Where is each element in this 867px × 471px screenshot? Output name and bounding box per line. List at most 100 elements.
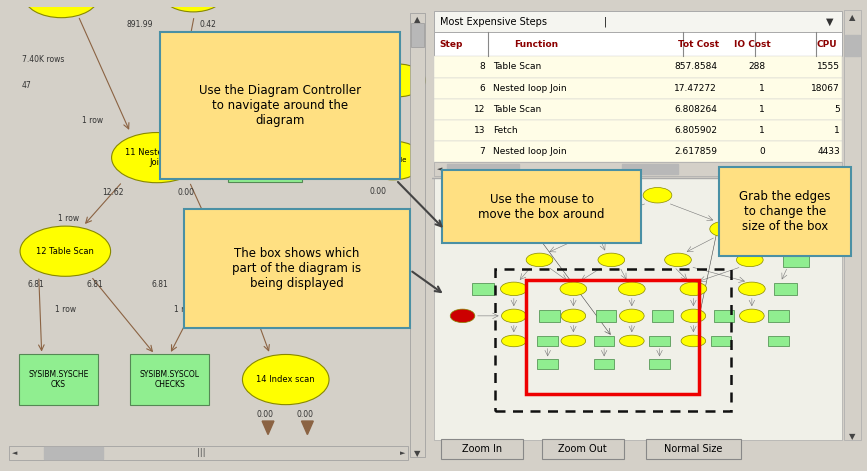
Text: The box shows which
part of the diagram is
being displayed: The box shows which part of the diagram … — [232, 247, 362, 290]
Bar — [434, 32, 842, 56]
FancyBboxPatch shape — [185, 209, 410, 328]
Bar — [434, 56, 842, 78]
Text: 16 Inde: 16 Inde — [380, 157, 406, 163]
Bar — [845, 35, 859, 56]
Bar — [622, 164, 678, 174]
Polygon shape — [262, 421, 274, 435]
Ellipse shape — [680, 282, 707, 296]
Ellipse shape — [500, 282, 527, 296]
Text: BM.I
RTI: BM.I RTI — [307, 245, 322, 258]
Text: Zoom Out: Zoom Out — [558, 444, 607, 454]
Text: 1 row: 1 row — [58, 214, 79, 223]
Text: 1: 1 — [759, 105, 766, 114]
Text: 0: 0 — [759, 147, 766, 156]
Bar — [434, 162, 842, 176]
Text: 1: 1 — [759, 126, 766, 135]
Text: 288: 288 — [748, 62, 766, 72]
Bar — [410, 13, 426, 457]
Polygon shape — [302, 421, 313, 435]
Ellipse shape — [501, 335, 526, 347]
Bar — [774, 283, 797, 295]
Ellipse shape — [620, 309, 644, 323]
Bar — [447, 164, 519, 174]
Text: SYSIBM.SYSCOL
CHECKS: SYSIBM.SYSCOL CHECKS — [140, 370, 199, 389]
Text: 891.99: 891.99 — [127, 20, 153, 29]
Bar — [434, 120, 842, 141]
Text: 13: 13 — [473, 126, 486, 135]
Text: Use the Diagram Controller
to navigate around the
diagram: Use the Diagram Controller to navigate a… — [199, 84, 361, 127]
Bar — [284, 234, 344, 268]
Text: ▼: ▼ — [414, 449, 420, 458]
Bar — [783, 253, 809, 267]
Bar — [649, 336, 670, 346]
Text: SYSIBM.SYSCOL
PROPERTIES: SYSIBM.SYSCOL PROPERTIES — [235, 151, 295, 170]
Text: Tot Cost: Tot Cost — [678, 40, 719, 49]
Bar — [472, 283, 494, 295]
Text: Function: Function — [514, 40, 558, 49]
Text: 2.617859: 2.617859 — [674, 147, 717, 156]
Bar — [539, 310, 560, 322]
Bar — [43, 447, 102, 459]
Text: ◄: ◄ — [12, 450, 17, 456]
Text: 0.00: 0.00 — [178, 188, 195, 197]
Text: 1 row: 1 row — [82, 116, 103, 125]
Ellipse shape — [736, 253, 763, 267]
Text: 1 row: 1 row — [55, 305, 76, 314]
Bar — [434, 78, 842, 99]
Bar — [768, 310, 789, 322]
Ellipse shape — [362, 141, 425, 180]
Ellipse shape — [450, 309, 475, 323]
Text: 6.81: 6.81 — [87, 281, 103, 290]
Text: Fetch: Fetch — [493, 126, 518, 135]
Bar — [411, 23, 425, 47]
Text: CPU: CPU — [817, 40, 837, 49]
Bar — [711, 336, 732, 346]
Bar — [19, 355, 98, 405]
Ellipse shape — [164, 0, 223, 12]
Text: ◄: ◄ — [437, 166, 442, 172]
Text: No rows: No rows — [343, 124, 374, 133]
Text: No rows: No rows — [250, 124, 280, 133]
Text: 12: 12 — [473, 105, 486, 114]
Ellipse shape — [598, 253, 624, 267]
Ellipse shape — [112, 132, 202, 183]
Bar — [596, 310, 616, 322]
Text: 857.8584: 857.8584 — [674, 62, 717, 72]
Text: Nested loop Join: Nested loop Join — [493, 84, 567, 93]
Ellipse shape — [577, 221, 605, 237]
FancyBboxPatch shape — [441, 439, 523, 459]
Bar — [434, 99, 842, 120]
Text: 6: 6 — [479, 84, 486, 93]
Bar — [714, 310, 734, 322]
Ellipse shape — [620, 335, 644, 347]
Text: 1 row: 1 row — [255, 305, 276, 314]
Text: 47: 47 — [22, 81, 32, 90]
Bar — [495, 268, 732, 411]
Text: 12 Table Scan: 12 Table Scan — [36, 247, 95, 256]
FancyBboxPatch shape — [646, 439, 740, 459]
FancyBboxPatch shape — [719, 167, 851, 256]
Bar — [10, 446, 407, 460]
Text: 0.42: 0.42 — [199, 20, 217, 29]
Ellipse shape — [20, 226, 111, 276]
Text: ▼: ▼ — [826, 16, 834, 26]
Text: |: | — [604, 16, 608, 27]
Ellipse shape — [618, 282, 645, 296]
Text: 17.47272: 17.47272 — [675, 84, 717, 93]
Bar — [844, 10, 861, 440]
Text: Normal Size: Normal Size — [664, 444, 722, 454]
Ellipse shape — [665, 253, 691, 267]
Bar — [228, 139, 303, 182]
Ellipse shape — [560, 282, 587, 296]
Text: 0.00: 0.00 — [297, 410, 314, 419]
Ellipse shape — [501, 309, 526, 323]
Text: 0.00: 0.00 — [369, 187, 387, 196]
Text: 1: 1 — [834, 126, 840, 135]
Text: ▲: ▲ — [849, 13, 856, 22]
Text: Use the mouse to
move the box around: Use the mouse to move the box around — [479, 193, 605, 221]
Text: 6.81: 6.81 — [28, 281, 44, 290]
Ellipse shape — [561, 335, 586, 347]
Ellipse shape — [526, 253, 553, 267]
FancyBboxPatch shape — [542, 439, 623, 459]
Text: Table Scan: Table Scan — [493, 105, 542, 114]
